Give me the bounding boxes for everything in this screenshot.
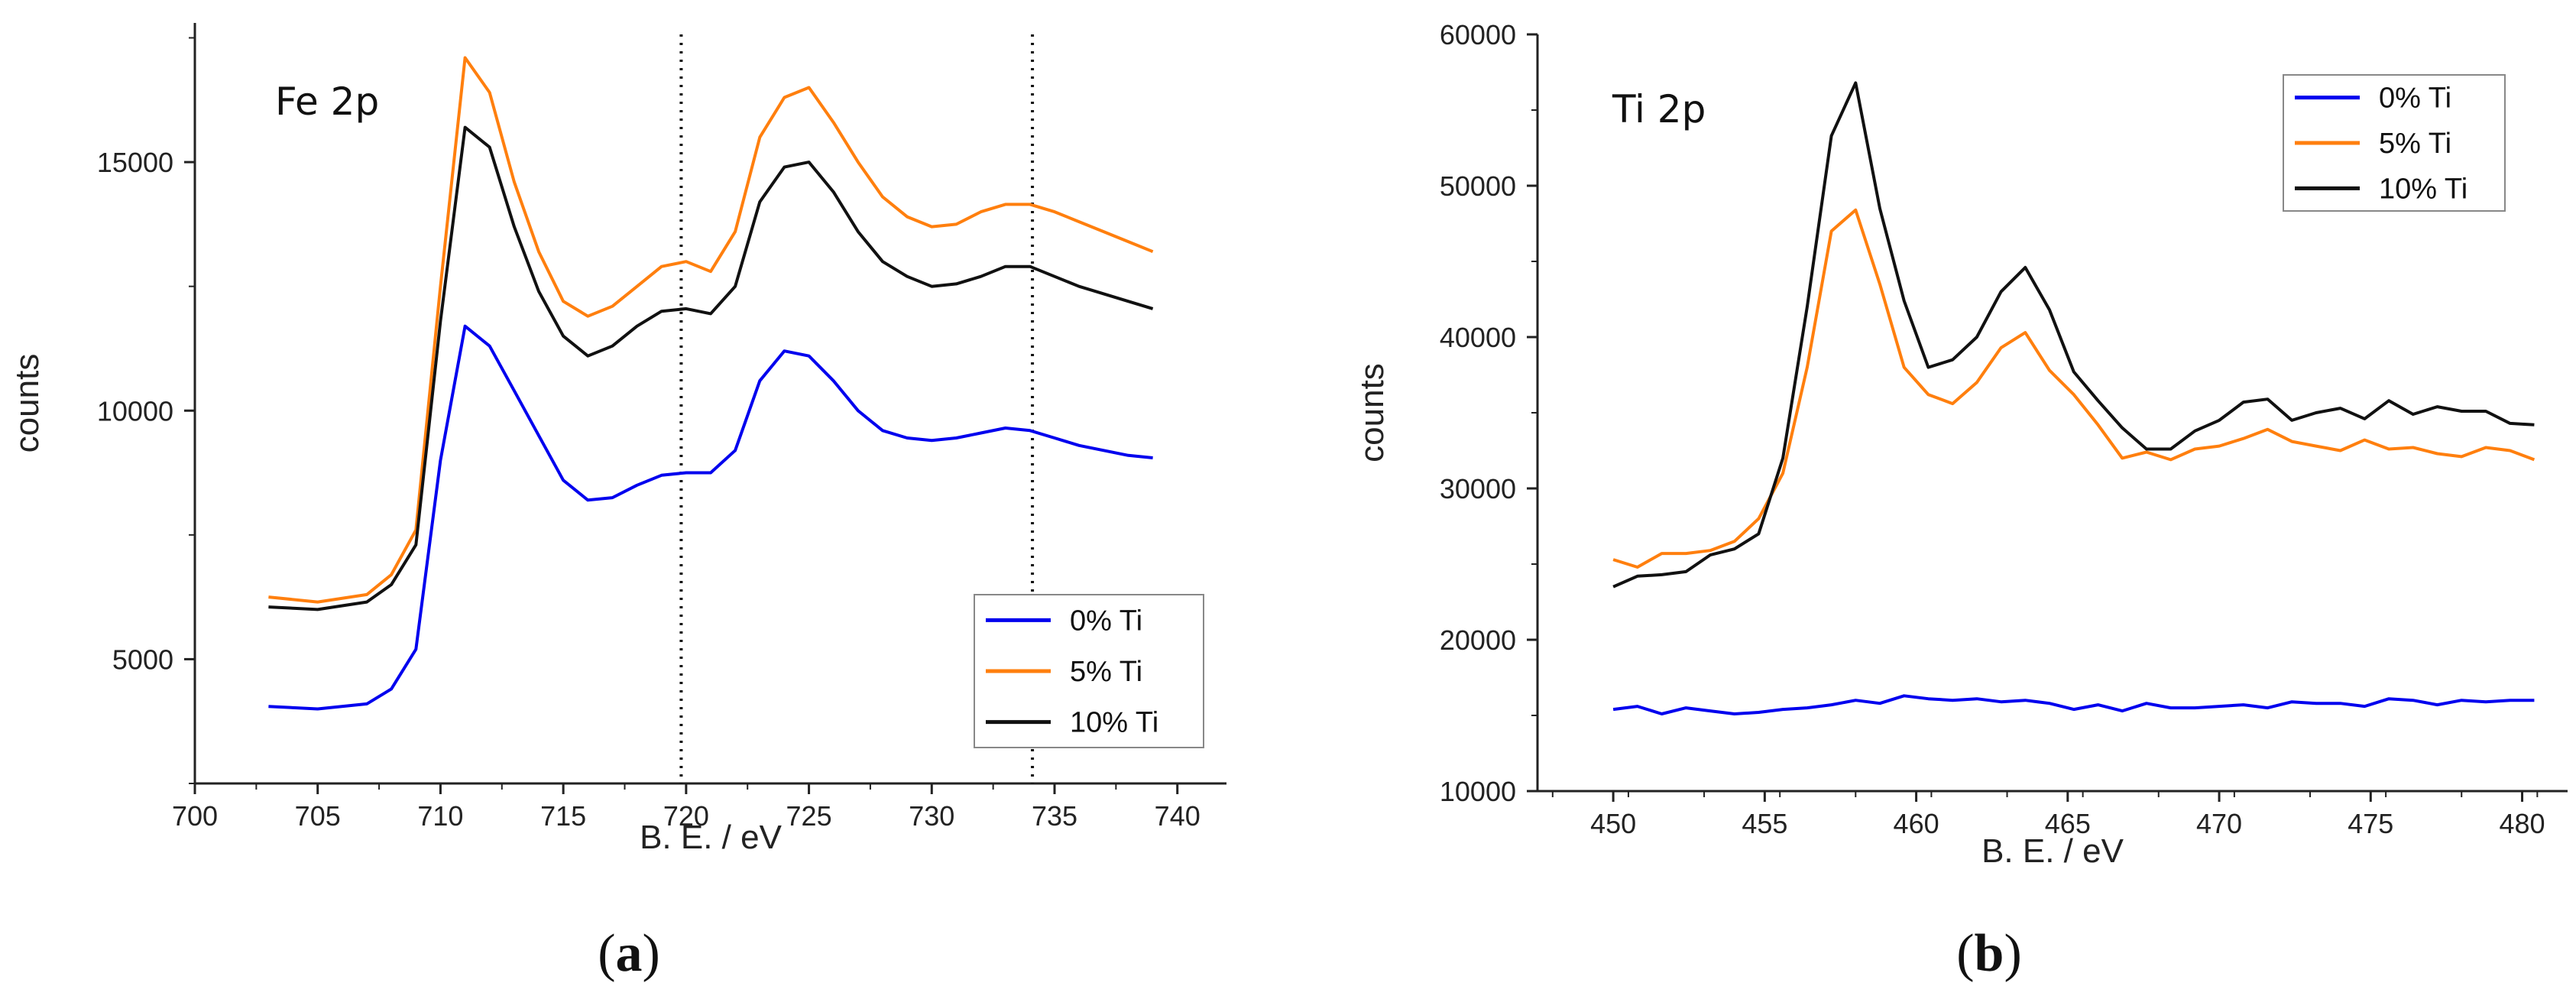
x-tick-label: 455 [1742, 808, 1787, 839]
x-tick-label: 725 [786, 800, 832, 832]
panel-b-ti2p-chart: 450 455 460 465 470 475 480 10000 20000 30000 4000… [1353, 19, 2568, 870]
series-line-10-ti [268, 125, 1154, 611]
panel-title: Ti 2p [1612, 87, 1706, 131]
x-tick-label: 720 [663, 800, 709, 832]
x-tick-label: 740 [1155, 800, 1201, 832]
series-line-10-ti [1612, 81, 2535, 589]
x-axis-label: B. E. / eV [640, 819, 783, 856]
x-tick-label: 460 [1894, 808, 1939, 839]
x-tick-label: 450 [1590, 808, 1636, 839]
legend-label: 10% Ti [1070, 707, 1158, 739]
series-line-0-ti [1612, 694, 2535, 715]
x-tick-label: 475 [2348, 808, 2393, 839]
x-tick-label: 470 [2196, 808, 2242, 839]
y-tick-label: 15000 [97, 147, 173, 178]
series-line-0-ti [268, 324, 1153, 711]
panel-a-fe2p-chart: 700 705 710 715 720 725 730 735 740 5000 10000 1500… [8, 23, 1226, 856]
legend-label: 0% Ti [2379, 83, 2451, 115]
y-tick-label: 50000 [1440, 170, 1516, 202]
y-axis-label: counts [8, 354, 46, 453]
y-tick-label: 60000 [1440, 19, 1516, 50]
y-axis-label: counts [1353, 363, 1391, 462]
x-tick-label: 715 [540, 800, 586, 832]
x-tick-label: 480 [2499, 808, 2545, 839]
panel-title: Fe 2p [275, 79, 379, 124]
legend: 0% Ti 5% Ti 10% Ti [2283, 74, 2506, 212]
legend-label: 10% Ti [2379, 173, 2467, 205]
y-tick-label: 30000 [1440, 473, 1516, 504]
caption-a: (a) [598, 924, 660, 983]
x-tick-label: 465 [2045, 808, 2091, 839]
series-line-5-ti [1612, 208, 2535, 569]
x-tick-label: 735 [1032, 800, 1077, 832]
legend: 0% Ti 5% Ti 10% Ti [974, 594, 1204, 748]
caption-b: (b) [1956, 924, 2022, 983]
y-tick-label: 40000 [1440, 322, 1516, 353]
legend-label: 5% Ti [1070, 656, 1142, 688]
y-tick-label: 5000 [112, 644, 173, 675]
y-tick-label: 10000 [1440, 776, 1516, 807]
legend-label: 0% Ti [1070, 605, 1142, 637]
y-tick-label: 10000 [97, 395, 173, 427]
series-line-5-ti [268, 56, 1154, 604]
caption-a-letter: a [616, 924, 643, 983]
x-axis-label: B. E. / eV [1981, 832, 2124, 870]
caption-b-letter: b [1975, 924, 2004, 983]
legend-label: 5% Ti [2379, 128, 2451, 160]
y-tick-label: 20000 [1440, 624, 1516, 656]
x-tick-label: 700 [172, 800, 218, 832]
x-tick-label: 705 [295, 800, 341, 832]
x-tick-label: 730 [909, 800, 954, 832]
x-tick-label: 710 [417, 800, 463, 832]
